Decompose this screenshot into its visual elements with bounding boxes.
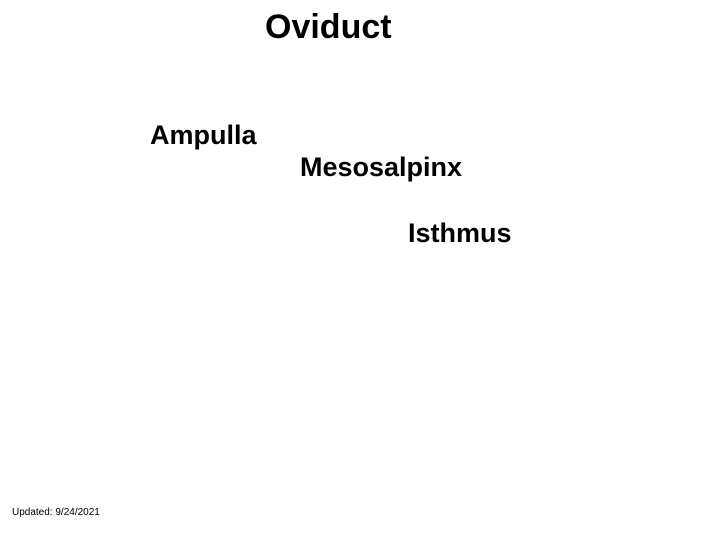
slide: Oviduct Ampulla Mesosalpinx Isthmus Upda… [0,0,720,540]
label-isthmus: Isthmus [408,218,512,249]
updated-footer: Updated: 9/24/2021 [12,507,100,518]
label-ampulla: Ampulla [150,120,257,151]
label-mesosalpinx: Mesosalpinx [300,152,462,183]
slide-title: Oviduct [265,8,392,47]
